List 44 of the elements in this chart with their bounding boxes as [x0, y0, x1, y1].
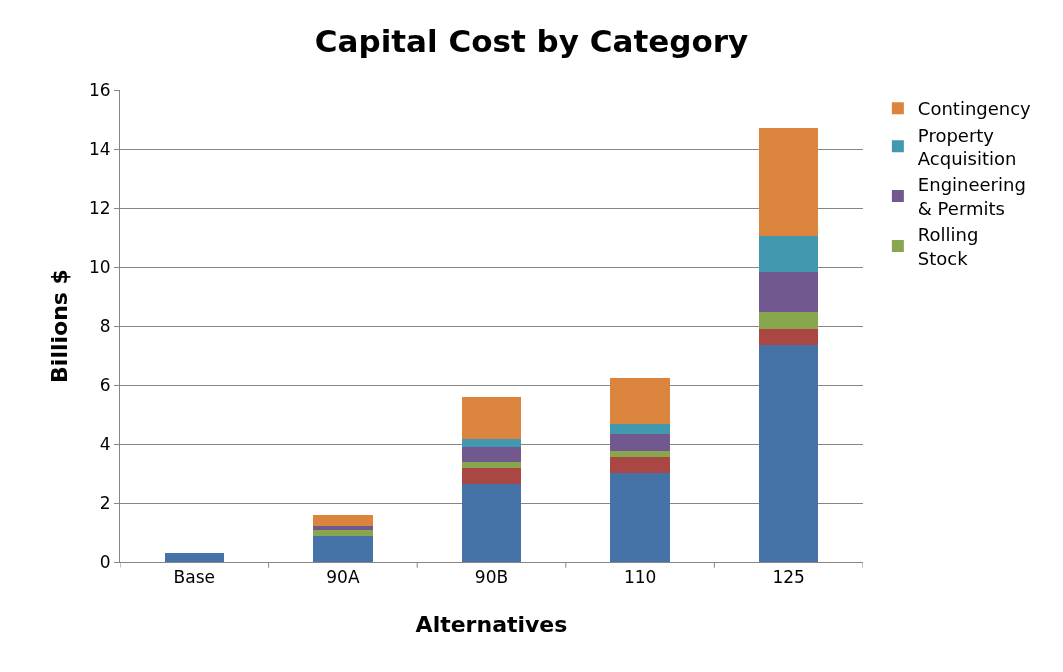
bar: [313, 530, 373, 536]
bar: [461, 438, 522, 448]
bar: [758, 236, 819, 272]
y-tick-label: 0: [99, 551, 111, 572]
x-tick-label: Base: [173, 567, 215, 588]
bar: [313, 526, 373, 531]
bar: [758, 128, 819, 237]
bar: [758, 311, 819, 329]
bar: [610, 434, 670, 452]
bar: [164, 553, 225, 562]
bar: [610, 377, 670, 425]
bar: [461, 462, 522, 469]
y-tick-label: 12: [88, 197, 111, 218]
bar: [461, 396, 522, 439]
bar: [313, 535, 373, 562]
bar: [461, 484, 522, 562]
y-tick-label: 4: [99, 433, 111, 454]
bar: [313, 515, 373, 527]
legend-label: Contingency: [917, 98, 1032, 120]
y-tick-label: 6: [99, 374, 111, 395]
y-tick-label: 16: [88, 79, 111, 100]
x-tick-label: 90B: [474, 567, 509, 588]
bar: [461, 468, 522, 485]
legend-label: Engineering & Permits: [917, 174, 1026, 219]
bar: [758, 344, 819, 562]
chart-title: Capital Cost by Category: [314, 22, 749, 59]
x-tick-label: 125: [772, 567, 805, 588]
y-tick-label: 14: [88, 138, 111, 159]
y-axis-title: Billions $: [46, 269, 72, 383]
legend-label: Property Acquisition: [917, 124, 1017, 170]
bar: [610, 451, 670, 457]
x-tick-label: 110: [623, 567, 657, 588]
x-tick-label: 90A: [326, 567, 360, 588]
legend-label: Rolling Stock: [917, 224, 979, 269]
y-tick-label: 8: [99, 315, 111, 336]
x-axis-title: Alternatives: [415, 612, 568, 638]
bar: [758, 271, 819, 312]
y-tick-label: 2: [99, 492, 111, 513]
bar: [610, 424, 670, 435]
bar: [461, 447, 522, 463]
y-tick-label: 10: [88, 256, 111, 277]
bar: [758, 328, 819, 345]
bar: [610, 473, 670, 562]
bar: [610, 456, 670, 474]
